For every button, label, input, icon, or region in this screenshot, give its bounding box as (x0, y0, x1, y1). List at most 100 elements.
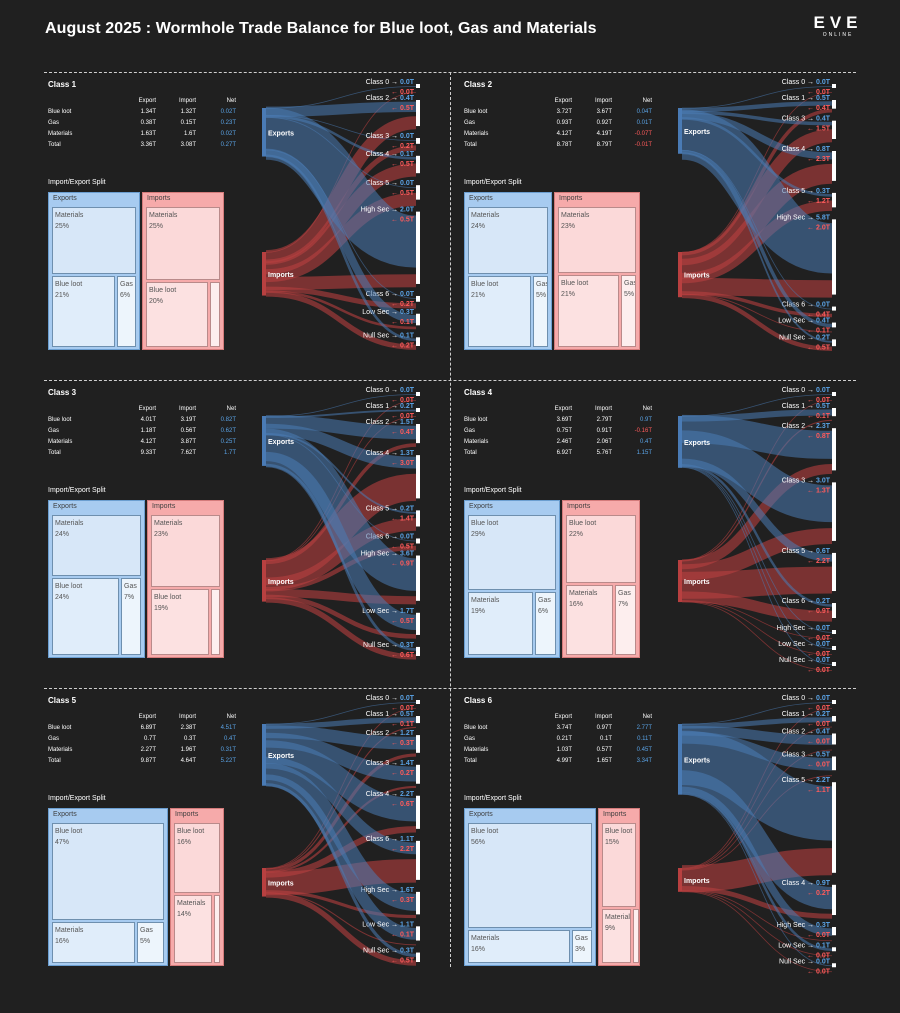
destination-bar (832, 428, 836, 471)
cell-name: Materials (569, 590, 598, 597)
header-import: Import (178, 714, 196, 720)
destination-export-label: Class 1 → 0.2T (782, 711, 831, 718)
imports-treemap: Imports Blue loot 16% Materials 14% (170, 808, 224, 966)
cell-percent: 5% (140, 938, 151, 945)
export-value: 0.2T (816, 711, 831, 718)
table-row: Materials 2.27T 1.96T 0.31T (48, 745, 236, 756)
row-label: Blue loot (464, 725, 488, 731)
import-value: 0.0T (816, 952, 831, 959)
export-value: 0.2T (400, 505, 415, 512)
import-arrow: ← (391, 740, 400, 747)
imports-node-label: Imports (684, 878, 710, 885)
destination-import-label: ← 0.3T (391, 740, 415, 747)
cell-name: Materials (55, 927, 84, 934)
exports-treemap: Exports Materials 25% Blue loot 21% Gas 6% (48, 192, 140, 350)
row-import: 0.56T (180, 428, 196, 434)
row-label: Blue loot (464, 417, 488, 423)
row-net: 0.9T (639, 417, 652, 423)
row-net: 0.82T (220, 417, 236, 423)
export-value: 0.4T (816, 318, 831, 325)
destination-import-label: ← 0.0T (807, 635, 831, 642)
cell-name: Materials (471, 597, 500, 604)
import-flow (681, 889, 833, 942)
destination-name: Low Sec (778, 942, 805, 949)
table-row: Total 6.92T 5.76T 1.15T (464, 448, 652, 459)
destination-name: Class 1 (366, 711, 389, 718)
import-flow (265, 588, 417, 605)
import-flow (681, 591, 833, 622)
destination-export-label: High Sec → 3.6T (361, 551, 415, 558)
table-row: Total 3.36T 3.08T 0.27T (48, 140, 236, 151)
row-net: 0.01T (636, 120, 652, 126)
destination-name: Low Sec (362, 309, 389, 316)
export-arrow: → (805, 387, 816, 394)
import-value: 0.5T (400, 105, 415, 112)
trade-stats-table: Export Import Net Blue loot 4.01T 3.19T 0.82T G… (48, 404, 236, 459)
row-export: 1.03T (556, 747, 572, 753)
export-flow (265, 740, 417, 822)
row-net: 0.27T (220, 142, 236, 148)
row-export: 9.33T (140, 450, 156, 456)
export-flow (681, 717, 833, 729)
import-value: 0.0T (816, 651, 831, 658)
row-export: 2.27T (140, 747, 156, 753)
row-net: 2.77T (636, 725, 652, 731)
import-arrow: ← (391, 105, 400, 112)
row-import: 1.96T (180, 747, 196, 753)
import-flow (265, 290, 417, 330)
exports-node-label: Exports (268, 439, 294, 446)
import-value: 0.5T (400, 958, 415, 965)
treemap-cell: Gas 5% (621, 275, 636, 347)
class-panel: Class 6 Export Import Net Blue loot 3.74T 0.97… (460, 688, 870, 993)
row-net: 1.15T (636, 450, 652, 456)
split-title: Import/Export Split (464, 795, 522, 802)
import-value: 1.5T (816, 126, 831, 133)
import-arrow: ← (391, 561, 400, 568)
row-net: 3.34T (636, 758, 652, 764)
row-export: 3.36T (140, 142, 156, 148)
destination-bar (416, 538, 420, 544)
import-arrow: ← (391, 301, 400, 308)
export-value: 1.1T (400, 921, 415, 928)
destination-import-label: ← 0.0T (807, 651, 831, 658)
import-flow (265, 594, 417, 639)
export-arrow: → (805, 423, 816, 430)
row-export: 0.7T (143, 736, 156, 742)
cell-percent: 21% (55, 292, 70, 299)
row-import: 1.32T (180, 109, 196, 115)
split-title: Import/Export Split (48, 179, 106, 186)
destination-bar (416, 555, 420, 601)
row-import: 4.64T (180, 758, 196, 764)
import-arrow: ← (807, 89, 816, 96)
destination-import-label: ← 1.2T (807, 198, 831, 205)
exports-source-bar (262, 416, 266, 466)
import-arrow: ← (807, 126, 816, 133)
header-export: Export (138, 406, 156, 412)
treemap-cell (214, 895, 220, 963)
row-net: 0.23T (220, 120, 236, 126)
destination-import-label: ← 0.3T (391, 897, 415, 904)
export-value: 0.0T (400, 180, 415, 187)
destination-name: Null Sec (363, 642, 390, 649)
destination-import-label: ← 0.6T (391, 652, 415, 659)
destination-bar (416, 313, 420, 326)
cell-name: Blue loot (471, 520, 499, 527)
destination-import-label: ← 0.2T (391, 770, 415, 777)
row-label: Total (464, 142, 477, 148)
table-row: Blue loot 3.69T 2.79T 0.9T (464, 415, 652, 426)
import-value: 2.2T (400, 846, 415, 853)
destination-export-label: Class 3 → 3.0T (782, 477, 831, 484)
treemap-title: Exports (53, 503, 77, 510)
destination-export-label: Class 4 → 0.1T (366, 151, 415, 158)
header-export: Export (138, 98, 156, 104)
export-arrow: → (805, 880, 816, 887)
destination-export-label: Class 5 → 0.6T (782, 548, 831, 555)
import-flow (681, 528, 833, 581)
destination-export-label: Class 5 → 0.0T (366, 180, 415, 187)
exports-node-label: Exports (684, 757, 710, 764)
cell-name: Materials (55, 520, 84, 527)
row-net: 0.04T (636, 109, 652, 115)
export-flow (265, 148, 417, 323)
row-import: 0.91T (596, 428, 612, 434)
